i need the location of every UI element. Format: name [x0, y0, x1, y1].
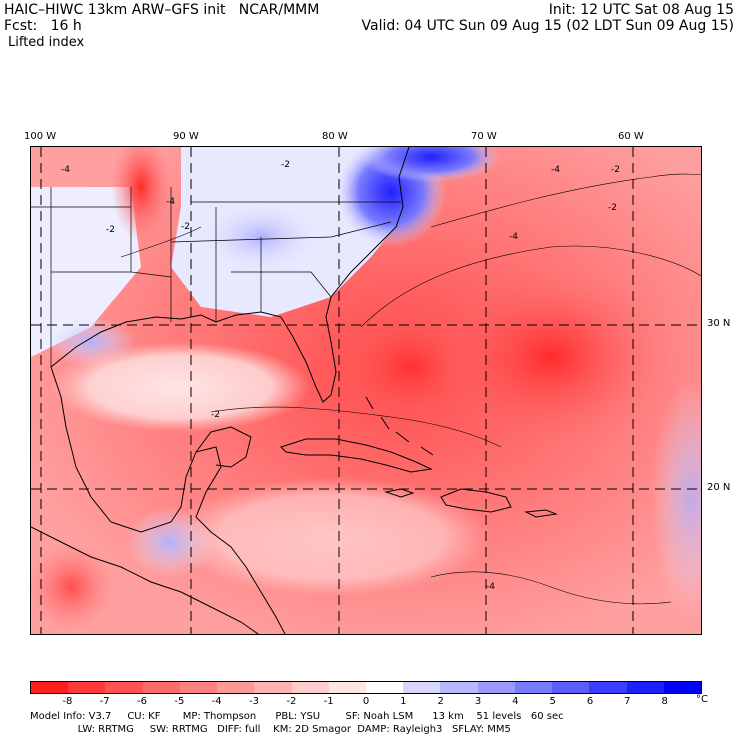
contours	[120, 173, 701, 605]
color-scale-label: -2	[286, 696, 297, 707]
color-scale-segment	[477, 682, 515, 693]
color-scale-label: 5	[549, 696, 556, 707]
color-scale-label: -1	[323, 696, 334, 707]
contour-label: -4	[61, 165, 70, 175]
field-pale-caribbean	[171, 477, 491, 597]
model-info-line-1: Model Info: V3.7 CU: KF MP: Thompson PBL…	[30, 711, 564, 722]
color-scale-segment	[291, 682, 329, 693]
graticule	[31, 147, 701, 634]
state-borders	[31, 187, 401, 367]
color-scale-label: 0	[362, 696, 370, 707]
field-unstable-bahamas	[341, 307, 481, 427]
init-time: Init: 12 UTC Sat 08 Aug 15	[548, 2, 734, 18]
color-scale-segment	[514, 682, 553, 693]
color-scale-segment	[105, 682, 143, 693]
coastlines	[31, 147, 558, 634]
color-scale-unit: °C	[696, 694, 708, 705]
color-scale-segment	[552, 682, 590, 693]
field-stable-east	[651, 377, 701, 617]
color-scale-label: -5	[174, 696, 185, 707]
color-scale-label: 8	[661, 696, 668, 707]
contour-label: -4	[509, 232, 518, 242]
field-stable-north	[361, 147, 501, 182]
contour-labels: -4 -4 -2 -2 -4 -2 -2 -4 -2 -2 -4	[61, 160, 620, 592]
color-scale-label: 3	[474, 696, 482, 707]
lon-label-80w: 80 W	[322, 131, 348, 142]
color-scale-segment	[217, 682, 255, 693]
color-scale-segment	[142, 682, 180, 693]
contour-label: -2	[611, 165, 620, 175]
title-line: HAIC–HIWC 13km ARW–GFS init NCAR/MMM	[4, 2, 320, 18]
contour-label: -4	[551, 165, 560, 175]
color-scale-segment	[328, 682, 366, 693]
color-scale-label: -8	[62, 696, 73, 707]
color-scale-bar	[30, 681, 702, 694]
color-scale-label: -3	[249, 696, 259, 707]
field-unstable-plains	[111, 147, 171, 242]
contour-label: -4	[166, 197, 175, 207]
contour-label: -4	[486, 582, 495, 592]
contour-label: -2	[608, 203, 617, 213]
color-scale-segment	[663, 682, 701, 693]
color-scale-label: -7	[99, 696, 110, 707]
color-scale-label: 6	[586, 696, 594, 707]
lat-label-30n: 30 N	[707, 318, 731, 329]
color-scale-segment	[254, 682, 292, 693]
valid-time: Valid: 04 UTC Sun 09 Aug 15 (02 LDT Sun …	[361, 18, 735, 34]
lon-label-70w: 70 W	[471, 131, 497, 142]
contour-label: -2	[211, 410, 220, 420]
color-scale-label: -6	[137, 696, 147, 707]
color-scale-segment	[365, 682, 404, 693]
color-scale-label: 1	[400, 696, 407, 707]
color-scale-label: 4	[512, 696, 519, 707]
color-scale-label: -4	[211, 696, 222, 707]
forecast-hour: Fcst: 16 h	[4, 18, 82, 34]
color-scale-segment	[403, 682, 441, 693]
lon-label-100w: 100 W	[24, 131, 57, 142]
lifted-index-map: -4 -4 -2 -2 -4 -2 -2 -4 -2 -2 -4	[30, 146, 702, 635]
field-pale-gulf	[51, 342, 311, 432]
color-scale-segment	[589, 682, 627, 693]
color-scale-segment	[179, 682, 218, 693]
color-scale-segment	[626, 682, 664, 693]
contour-label: -2	[181, 222, 190, 232]
lat-label-20n: 20 N	[707, 482, 731, 493]
color-scale-label: 2	[437, 696, 444, 707]
model-info-line-2: LW: RRTMG SW: RRTMG DIFF: full KM: 2D Sm…	[30, 724, 511, 735]
lon-label-90w: 90 W	[173, 131, 199, 142]
field-unstable-atlantic	[431, 267, 671, 447]
field-unstable-pacific	[31, 542, 116, 632]
color-scale-segment	[440, 682, 478, 693]
contour-label: -2	[106, 225, 115, 235]
lon-label-60w: 60 W	[618, 131, 644, 142]
color-scale-segment	[68, 682, 106, 693]
map-canvas: -4 -4 -2 -2 -4 -2 -2 -4 -2 -2 -4	[31, 147, 701, 634]
color-scale-label: 7	[624, 696, 631, 707]
field-name: Lifted index	[8, 35, 85, 50]
color-scale-segment	[31, 682, 69, 693]
contour-label: -2	[281, 160, 290, 170]
